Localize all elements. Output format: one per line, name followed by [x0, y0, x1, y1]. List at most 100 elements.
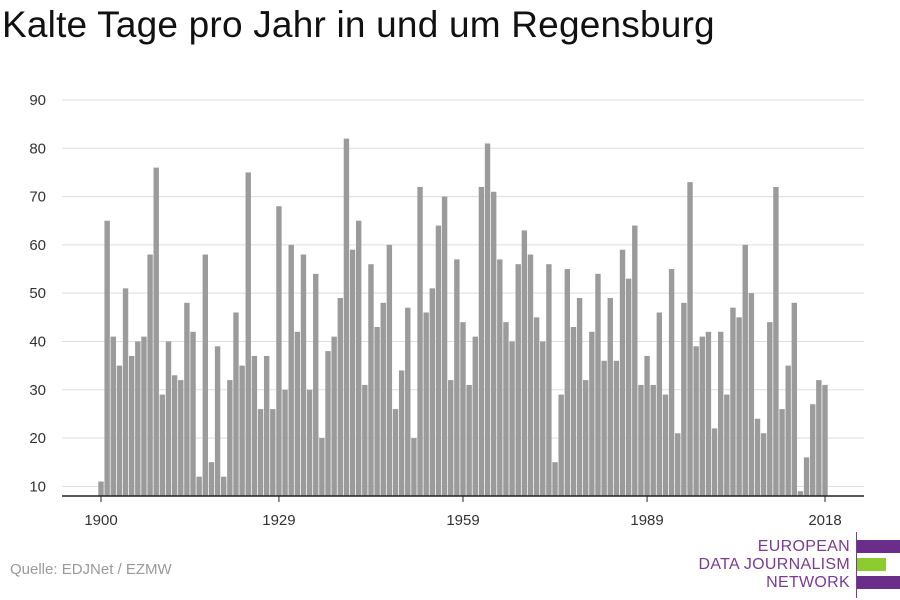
bar-1905	[128, 355, 135, 496]
bar-1926	[257, 409, 264, 496]
bar-2009	[767, 322, 773, 496]
bar-1987	[632, 225, 638, 496]
bar-1911	[165, 341, 172, 496]
bar-1948	[392, 409, 399, 496]
bar-1953	[423, 312, 429, 496]
y-tick-label: 80	[29, 140, 46, 157]
x-axis-ticks: 1900 1929 1959 1989 2018	[84, 496, 842, 529]
y-tick-label: 60	[29, 237, 46, 254]
bar-1961	[472, 336, 478, 496]
bar-1951	[411, 438, 417, 496]
bar-1908	[147, 254, 153, 496]
bar-2002	[724, 394, 730, 496]
bar-1962	[478, 186, 485, 496]
source-note: Quelle: EDJNet / EZMW	[10, 561, 172, 578]
bar-1986	[625, 278, 632, 496]
bar-1955	[435, 225, 442, 496]
y-tick-label: 20	[29, 430, 46, 447]
x-tick-label: 1929	[262, 512, 295, 529]
bar-1939	[337, 298, 343, 496]
logo-line-1: EUROPEAN	[757, 538, 850, 555]
bar-2000	[711, 428, 718, 496]
bar-1924	[245, 172, 251, 496]
bar-1938	[331, 336, 337, 496]
bar-1902	[110, 336, 116, 496]
y-tick-label: 50	[29, 285, 46, 302]
logo-line-3: NETWORK	[766, 574, 850, 591]
bar-1995	[681, 302, 687, 496]
bar-1936	[319, 438, 325, 496]
bar-1933	[300, 254, 307, 496]
bar-2005	[742, 244, 748, 496]
bar-1974	[552, 462, 558, 496]
bar-1983	[607, 298, 613, 496]
bar-1910	[159, 394, 166, 496]
bar-1996	[687, 182, 693, 496]
y-tick-label: 40	[29, 333, 46, 350]
bar-1970	[527, 254, 534, 496]
bar-1922	[233, 312, 239, 496]
bar-2015	[803, 457, 810, 496]
bar-1912	[171, 375, 178, 496]
y-axis-ticks: 10 20 30 40 50 60 70 80 90	[29, 92, 46, 495]
bar-1945	[374, 326, 380, 496]
bar-2013	[791, 302, 798, 496]
bar-1971	[533, 317, 540, 496]
bar-1930	[282, 389, 288, 496]
bar-1998	[699, 336, 705, 496]
bar-2016	[810, 404, 816, 496]
logo-bar-top	[857, 540, 900, 553]
bar-1918	[208, 462, 215, 496]
bar-1952	[417, 186, 423, 496]
bar-1960	[466, 384, 472, 496]
bar-2012	[785, 365, 791, 496]
bar-1916	[196, 476, 202, 496]
bar-1977	[570, 326, 577, 496]
bar-1967	[509, 341, 515, 496]
logo-bar-bottom	[857, 576, 900, 589]
chart-title: Kalte Tage pro Jahr in und um Regensburg	[2, 4, 715, 45]
y-tick-label: 70	[29, 189, 46, 206]
bar-1985	[619, 249, 626, 496]
bar-2003	[730, 307, 736, 496]
bar-1943	[362, 384, 368, 496]
bar-1942	[356, 220, 362, 497]
bar-1959	[460, 322, 466, 496]
bar-1906	[135, 341, 141, 496]
bar-1978	[576, 298, 583, 496]
bar-1975	[558, 394, 564, 496]
bar-1954	[429, 288, 436, 496]
bar-1979	[583, 380, 589, 496]
bar-2011	[779, 409, 785, 496]
bar-2018	[822, 384, 828, 496]
bar-1969	[521, 230, 528, 496]
bar-1917	[202, 254, 209, 496]
y-tick-label: 90	[29, 92, 46, 109]
bar-1927	[263, 355, 270, 496]
bar-1973	[546, 264, 552, 496]
bar-1940	[343, 138, 350, 496]
bar-1966	[503, 322, 509, 496]
x-tick-label: 1900	[84, 512, 117, 529]
bar-2001	[718, 331, 724, 496]
bar-1907	[141, 336, 147, 496]
bar-1964	[490, 191, 497, 496]
bar-1990	[650, 384, 656, 496]
bar-1982	[601, 360, 607, 496]
bar-1921	[227, 380, 233, 496]
y-tick-label: 10	[29, 478, 46, 495]
bar-1937	[325, 351, 331, 496]
bar-1923	[239, 365, 245, 496]
bar-1949	[398, 370, 405, 496]
y-tick-label: 30	[29, 382, 46, 399]
bar-1999	[705, 331, 712, 496]
bar-2007	[754, 418, 761, 496]
bar-1984	[613, 360, 620, 496]
bar-1913	[178, 380, 184, 496]
bars	[98, 138, 828, 497]
logo-line-2: DATA JOURNALISM	[698, 556, 850, 573]
bar-2017	[816, 380, 822, 496]
bar-1928	[270, 409, 276, 496]
bar-1993	[668, 269, 675, 496]
